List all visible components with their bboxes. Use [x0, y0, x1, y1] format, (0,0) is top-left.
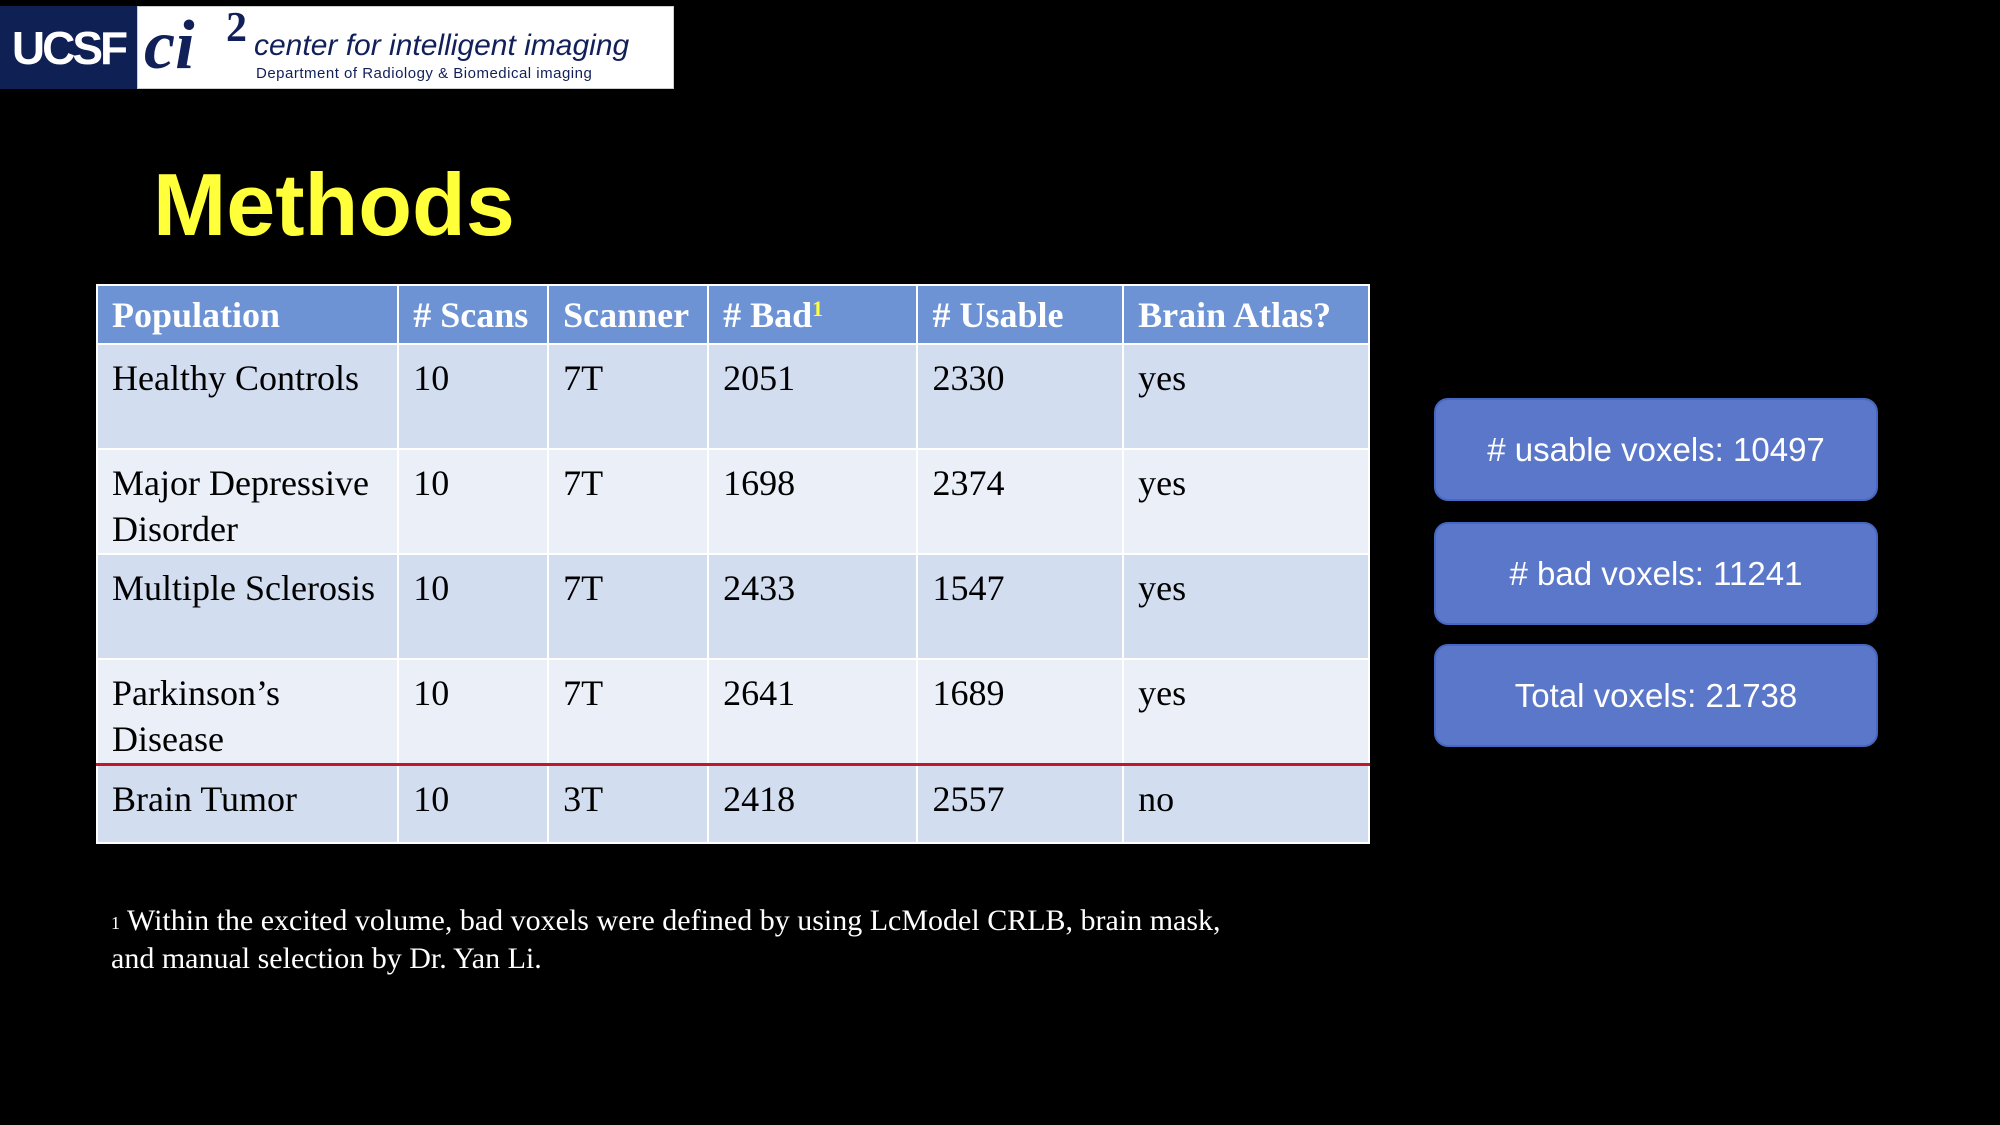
cell-usable: 2374 — [916, 448, 1125, 555]
ci2-logo-mark: ci — [144, 7, 195, 84]
ci2-logo-department: Department of Radiology & Biomedical ima… — [256, 65, 593, 82]
cell-population: Healthy Controls — [95, 343, 400, 450]
cell-scanner: 7T — [547, 658, 710, 765]
cell-brain-atlas: yes — [1122, 448, 1370, 555]
ci2-logo-name: center for intelligent imaging — [254, 29, 630, 62]
header-brain-atlas: Brain Atlas? — [1122, 284, 1370, 345]
header-bad: # Bad1 — [707, 284, 919, 345]
population-table: Population # Scans Scanner # Bad1 # Usab… — [95, 284, 1370, 844]
ci2-logo: ci 2 center for intelligent imaging Depa… — [137, 6, 674, 89]
cell-brain-atlas: yes — [1122, 343, 1370, 450]
cell-bad: 1698 — [707, 448, 919, 555]
cell-brain-atlas: yes — [1122, 658, 1370, 765]
bad-voxels-label: # bad voxels: 11241 — [1509, 554, 1803, 592]
footnote-text: Within the excited volume, bad voxels we… — [111, 904, 1221, 975]
slide-title: Methods — [153, 155, 515, 254]
cell-population: Parkinson’s Disease — [95, 658, 400, 765]
cell-scans: 10 — [397, 448, 550, 555]
cell-scanner: 7T — [547, 553, 710, 660]
cell-bad: 2433 — [707, 553, 919, 660]
header-scans: # Scans — [397, 284, 550, 345]
cell-brain-atlas: no — [1122, 762, 1370, 844]
cell-population: Multiple Sclerosis — [95, 553, 400, 660]
table-row: Healthy Controls 10 7T 2051 2330 yes — [95, 343, 1370, 450]
footnote: 1 Within the excited volume, bad voxels … — [111, 902, 1261, 978]
ci2-logo-superscript: 2 — [226, 5, 247, 51]
cell-scans: 10 — [397, 658, 550, 765]
footnote-marker: 1 — [812, 295, 824, 321]
table-row: Multiple Sclerosis 10 7T 2433 1547 yes — [95, 553, 1370, 660]
footnote-number: 1 — [111, 913, 120, 933]
bad-voxels-box: # bad voxels: 11241 — [1434, 522, 1878, 625]
cell-scans: 10 — [397, 553, 550, 660]
cell-bad: 2051 — [707, 343, 919, 450]
cell-usable: 1689 — [916, 658, 1125, 765]
table-header-row: Population # Scans Scanner # Bad1 # Usab… — [95, 284, 1370, 345]
cell-usable: 2330 — [916, 343, 1125, 450]
total-voxels-label: Total voxels: 21738 — [1514, 676, 1798, 714]
cell-scanner: 3T — [547, 762, 710, 844]
ucsf-logo: UCSF — [0, 6, 137, 89]
cell-population: Brain Tumor — [95, 762, 400, 844]
cell-population: Major Depressive Disorder — [95, 448, 400, 555]
ucsf-logo-text: UCSF — [11, 21, 128, 74]
header-bad-label: # Bad — [723, 294, 813, 335]
header-usable: # Usable — [916, 284, 1125, 345]
total-voxels-box: Total voxels: 21738 — [1434, 644, 1878, 747]
cell-scans: 10 — [397, 762, 550, 844]
table-row: Major Depressive Disorder 10 7T 1698 237… — [95, 448, 1370, 555]
header-scanner: Scanner — [547, 284, 710, 345]
cell-brain-atlas: yes — [1122, 553, 1370, 660]
header-population: Population — [95, 284, 400, 345]
cell-usable: 2557 — [916, 762, 1125, 844]
cell-bad: 2418 — [707, 762, 919, 844]
table-row: Brain Tumor 10 3T 2418 2557 no — [95, 762, 1370, 844]
cell-scanner: 7T — [547, 343, 710, 450]
cell-bad: 2641 — [707, 658, 919, 765]
cell-scans: 10 — [397, 343, 550, 450]
cell-scanner: 7T — [547, 448, 710, 555]
usable-voxels-label: # usable voxels: 10497 — [1487, 430, 1825, 468]
cell-usable: 1547 — [916, 553, 1125, 660]
table-row: Parkinson’s Disease 10 7T 2641 1689 yes — [95, 658, 1370, 765]
usable-voxels-box: # usable voxels: 10497 — [1434, 398, 1878, 501]
